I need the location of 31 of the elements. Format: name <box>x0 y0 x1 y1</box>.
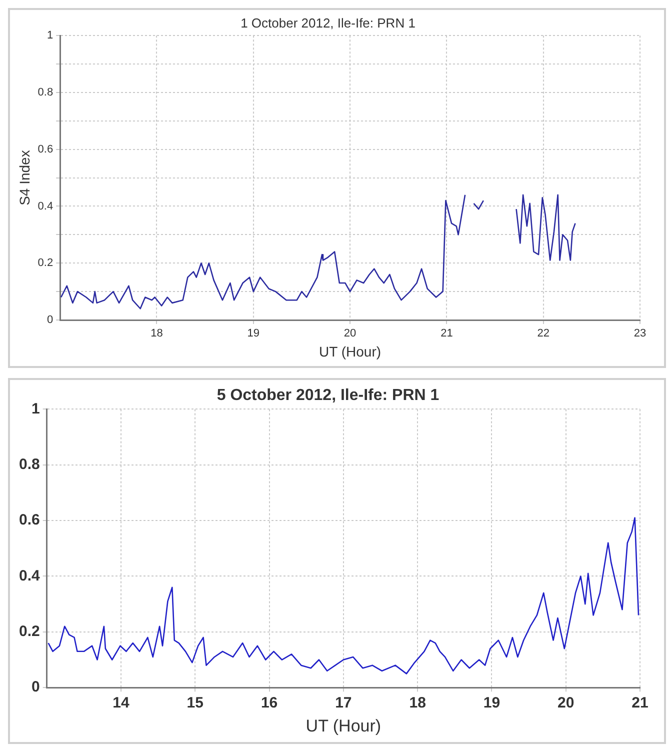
x-tick-label: 16 <box>260 694 278 712</box>
x-tick-label: 18 <box>150 328 163 340</box>
y-tick-label: 1 <box>32 400 40 418</box>
x-tick-label: 21 <box>632 694 648 712</box>
x-tick-label: 20 <box>344 328 356 340</box>
y-tick-label: 0.4 <box>38 200 54 212</box>
y-tick-label: 0.2 <box>38 257 54 270</box>
chart-title: 5 October 2012, Ile-Ife: PRN 1 <box>216 387 440 404</box>
x-axis-title: UT (Hour) <box>306 716 382 736</box>
y-tick-label: 0.6 <box>18 512 40 529</box>
y-tick-label: 0 <box>32 678 40 696</box>
x-tick-label: 19 <box>247 328 260 340</box>
x-tick-label: 18 <box>409 694 426 712</box>
chart-title: 1 October 2012, Ile-Ife: PRN 1 <box>240 15 416 30</box>
y-axis-title: S4 Index <box>16 150 32 206</box>
x-tick-label: 17 <box>335 694 352 712</box>
y-tick-label: 0.4 <box>18 567 40 584</box>
x-tick-label: 14 <box>112 694 130 712</box>
x-tick-label: 20 <box>558 694 574 712</box>
x-tick-label: 21 <box>440 328 453 340</box>
y-tick-label: 0 <box>46 314 54 326</box>
y-tick-label: 0.8 <box>38 86 54 99</box>
x-tick-label: 19 <box>483 694 500 712</box>
y-tick-label: 0.2 <box>18 623 40 640</box>
x-tick-label: 22 <box>537 328 550 340</box>
y-tick-label: 0.6 <box>38 143 54 156</box>
x-tick-label: 23 <box>634 328 646 340</box>
x-axis-title: UT (Hour) <box>319 343 382 360</box>
y-tick-label: 0.8 <box>18 456 40 474</box>
x-tick-label: 15 <box>186 694 204 712</box>
y-tick-label: 1 <box>46 30 54 42</box>
